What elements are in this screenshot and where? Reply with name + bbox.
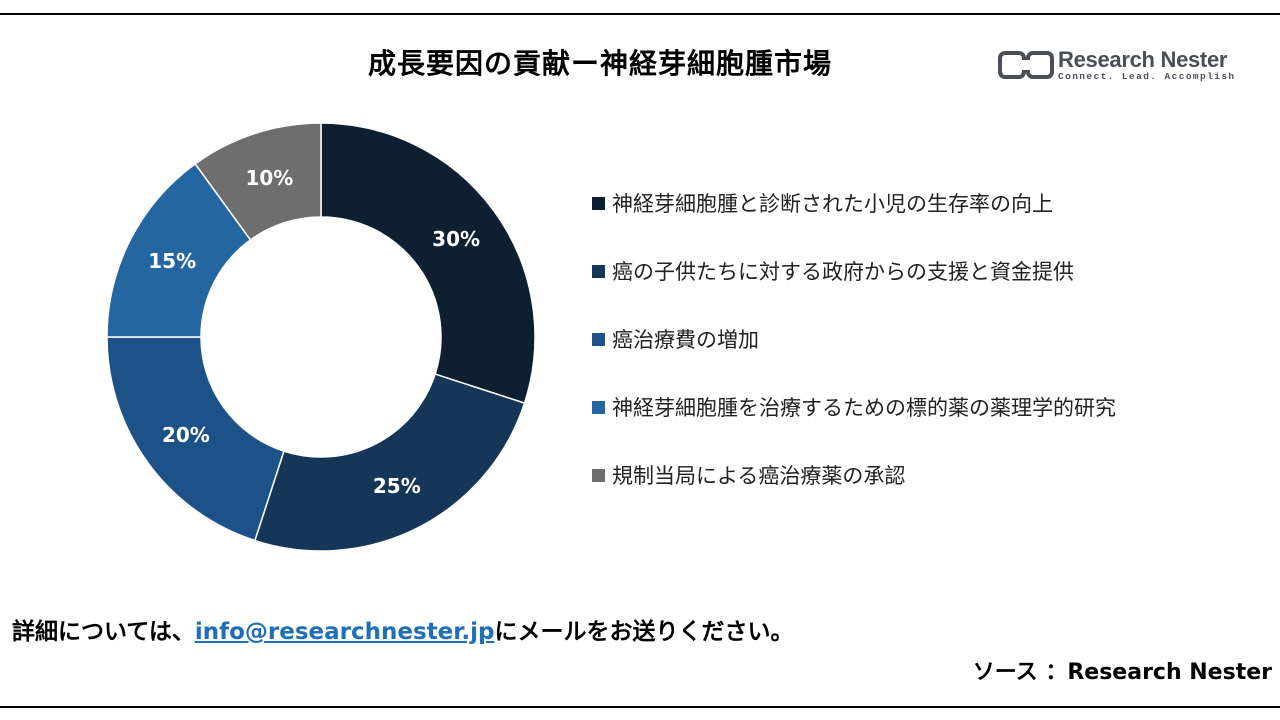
slice-data-label: 15% — [148, 249, 196, 273]
legend-label: 癌治療費の増加 — [612, 328, 759, 352]
bottom-divider — [0, 706, 1280, 708]
slice-data-label: 25% — [373, 474, 421, 498]
donut-slice — [106, 336, 285, 542]
top-divider — [0, 13, 1280, 15]
contact-email-link[interactable]: info@researchnester.jp — [194, 619, 495, 645]
donut-slice — [320, 122, 536, 405]
logo-name: Research Nester — [1058, 47, 1228, 72]
legend-label: 癌の子供たちに対する政府からの支援と資金提供 — [612, 260, 1074, 284]
legend-swatch — [592, 332, 605, 346]
legend-swatch — [592, 264, 605, 278]
contact-prefix: 詳細については、 — [12, 619, 195, 645]
donut-slice — [194, 122, 322, 241]
slice-data-label: 20% — [162, 423, 210, 447]
legend-item: 規制当局による癌治療薬の承認 — [592, 458, 1116, 492]
legend-swatch — [592, 196, 605, 210]
legend-swatch — [592, 468, 605, 482]
legend-label: 神経芽細胞腫を治療するための標的薬の薬理学的研究 — [612, 396, 1116, 420]
donut-slice — [253, 373, 526, 552]
logo-tagline: Connect. Lead. Accomplish — [1058, 71, 1236, 82]
legend-item: 癌の子供たちに対する政府からの支援と資金提供 — [592, 254, 1116, 288]
chart-title: 成長要因の貢献ー神経芽細胞腫市場 — [367, 47, 832, 80]
source-credit: ソース ：Research Nester — [972, 660, 1272, 685]
legend-swatch — [592, 400, 605, 414]
logo-icon — [998, 51, 1054, 79]
contact-note: 詳細については、info@researchnester.jpにメールをお送りくだ… — [12, 612, 793, 646]
donut-chart: 30% 25% 20% 15% 10% — [106, 122, 536, 552]
chart-legend: 神経芽細胞腫と診断された小児の生存率の向上 癌の子供たちに対する政府からの支援と資… — [592, 186, 1116, 526]
legend-label: 神経芽細胞腫と診断された小児の生存率の向上 — [612, 192, 1053, 216]
slice-data-label: 10% — [245, 166, 293, 190]
research-nester-logo: Research Nester Connect. Lead. Accomplis… — [998, 47, 1234, 87]
slice-data-label: 30% — [432, 227, 480, 251]
legend-item: 癌治療費の増加 — [592, 322, 1116, 356]
contact-suffix: にメールをお送りください。 — [494, 619, 794, 645]
legend-item: 神経芽細胞腫を治療するための標的薬の薬理学的研究 — [592, 390, 1116, 424]
legend-item: 神経芽細胞腫と診断された小児の生存率の向上 — [592, 186, 1116, 220]
legend-label: 規制当局による癌治療薬の承認 — [612, 464, 906, 488]
